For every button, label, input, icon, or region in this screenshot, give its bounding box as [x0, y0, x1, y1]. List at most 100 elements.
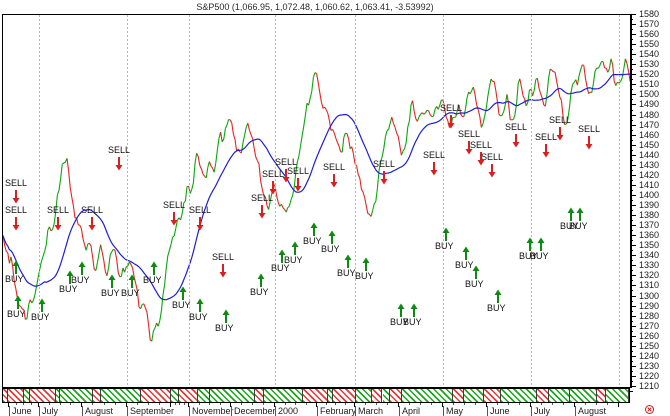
price-segment: [7, 252, 10, 264]
price-axis-label: 1480: [639, 109, 660, 120]
buy-signal-label: BUY: [560, 221, 579, 231]
time-axis-minor-tick: [137, 403, 138, 405]
price-segment: [151, 330, 154, 342]
price-plot-area[interactable]: SELL SELL SELL SELL SELL SELL SELL SELL SELL SELL…: [2, 14, 632, 388]
price-segment: [255, 156, 258, 161]
price-axis-minor-tick: [630, 49, 633, 51]
price-segment: [92, 256, 95, 270]
regime-segment-red: [483, 389, 502, 402]
price-segment: [120, 267, 124, 277]
gridline-vertical: [619, 15, 620, 387]
price-axis-minor-tick: [630, 380, 633, 382]
price-segment: [578, 69, 582, 77]
price-segment: [140, 304, 143, 309]
price-segment: [226, 119, 230, 126]
price-segment: [487, 87, 490, 97]
price-segment: [572, 82, 575, 85]
price-axis-tick: [630, 305, 636, 307]
regime-segment-green: [464, 389, 484, 402]
price-segment: [26, 304, 30, 319]
price-axis-tick: [630, 215, 636, 217]
price-segment: [341, 137, 345, 153]
arrow-up-icon: [14, 295, 22, 309]
price-axis-tick: [630, 64, 636, 66]
price-segment: [522, 95, 526, 100]
price-axis-minor-tick: [630, 139, 633, 141]
gridline-vertical: [355, 15, 356, 387]
price-segment: [345, 132, 348, 135]
price-segment: [388, 123, 391, 130]
price-axis-minor-tick: [630, 179, 633, 181]
price-segment: [439, 99, 442, 106]
price-axis-tick: [630, 24, 636, 26]
price-segment: [292, 187, 295, 196]
price-segment: [560, 100, 564, 116]
sell-signal-label: SELL: [108, 145, 131, 155]
price-segment: [399, 145, 402, 156]
price-axis-label: 1280: [639, 310, 660, 321]
price-segment: [559, 96, 562, 101]
price-segment: [533, 79, 537, 91]
regime-segment-green: [24, 389, 30, 402]
price-segment: [332, 129, 335, 134]
price-segment: [4, 244, 7, 252]
price-segment: [320, 101, 324, 109]
arrow-down-icon: [556, 127, 564, 141]
price-segment: [426, 109, 429, 112]
sell-signal-label: SELL: [163, 200, 186, 210]
price-axis-label: 1440: [639, 149, 660, 160]
time-axis-tick: [442, 403, 443, 407]
error-circle-icon[interactable]: [645, 405, 654, 414]
sell-signal-label: SELL: [212, 252, 235, 262]
price-segment: [25, 318, 28, 320]
time-axis-minor-tick: [252, 403, 253, 405]
price-axis-label: 1410: [639, 179, 660, 190]
price-segment: [40, 256, 44, 262]
price-axis-minor-tick: [630, 300, 633, 302]
time-axis-label: June: [9, 406, 32, 416]
arrow-up-icon: [291, 241, 299, 255]
price-segment: [172, 235, 175, 238]
price-segment: [42, 251, 46, 257]
sell-signal-label: SELL: [470, 140, 493, 150]
price-segment: [496, 101, 500, 115]
price-segment: [495, 90, 498, 102]
price-axis-label: 1540: [639, 49, 660, 60]
price-segment: [207, 161, 210, 168]
price-segment: [197, 156, 201, 166]
regime-segment-red: [453, 389, 465, 402]
price-segment: [61, 162, 65, 165]
buy-signal-label: BUY: [172, 300, 191, 310]
price-segment: [231, 123, 234, 135]
time-axis-minor-tick: [607, 403, 608, 405]
price-segment: [412, 100, 415, 112]
price-segment: [200, 168, 204, 175]
price-segment: [192, 163, 196, 183]
price-segment: [620, 77, 623, 82]
price-segment: [568, 92, 572, 109]
time-axis-minor-tick: [497, 403, 498, 405]
price-segment: [71, 197, 74, 206]
moving-average-line: [3, 73, 631, 301]
price-segment: [328, 120, 332, 131]
price-axis-minor-tick: [630, 290, 633, 292]
regime-segment-green: [402, 389, 454, 402]
time-axis-minor-tick: [59, 403, 61, 405]
regime-segment-red: [178, 389, 199, 402]
price-segment: [324, 106, 327, 110]
price-segment: [316, 73, 319, 83]
time-axis-tick: [81, 403, 82, 407]
sell-signal-label: SELL: [505, 122, 528, 132]
price-segment: [493, 81, 497, 91]
regime-segment-red: [389, 389, 402, 402]
time-axis-label: November: [189, 406, 234, 416]
price-segment: [160, 294, 164, 311]
price-segment: [612, 64, 615, 81]
price-segment: [234, 139, 238, 152]
price-axis-minor-tick: [630, 330, 633, 332]
arrow-down-icon: [542, 144, 550, 158]
arrow-down-icon: [12, 190, 20, 204]
price-segment: [96, 253, 100, 263]
price-axis-tick: [630, 235, 636, 237]
price-segment: [20, 305, 23, 310]
